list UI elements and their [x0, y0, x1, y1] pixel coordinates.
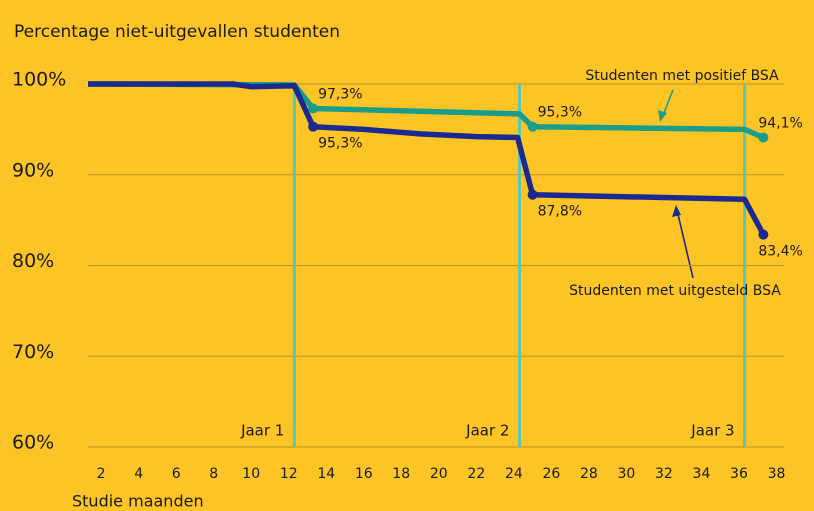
- chart-title: Percentage niet-uitgevallen studenten: [14, 22, 340, 42]
- point-marker: [527, 121, 538, 132]
- y-tick-label: 80%: [12, 250, 54, 272]
- x-tick-label: 36: [730, 466, 748, 482]
- point-marker: [758, 229, 769, 240]
- year-label: Jaar 2: [465, 422, 509, 440]
- x-tick-label: 4: [134, 466, 143, 482]
- x-tick-label: 22: [467, 466, 485, 482]
- x-tick-label: 6: [172, 466, 181, 482]
- x-tick-label: 32: [655, 466, 673, 482]
- data-label: 94,1%: [758, 116, 802, 132]
- x-tick-label: 8: [209, 466, 218, 482]
- x-tick-label: 12: [280, 466, 298, 482]
- data-label: 95,3%: [318, 136, 362, 152]
- y-tick-label: 100%: [12, 69, 66, 91]
- arrow: [676, 209, 694, 279]
- arrowhead: [658, 110, 667, 122]
- year-label: Jaar 3: [690, 422, 734, 440]
- legend-label: Studenten met positief BSA: [585, 68, 779, 84]
- point-marker: [758, 132, 769, 143]
- x-axis-title: Studie maanden: [72, 492, 204, 511]
- arrowhead: [672, 205, 681, 217]
- x-tick-label: 24: [505, 466, 523, 482]
- x-tick-label: 18: [392, 466, 410, 482]
- year-label: Jaar 1: [240, 422, 284, 440]
- x-tick-label: 26: [542, 466, 560, 482]
- x-tick-label: 2: [97, 466, 106, 482]
- point-marker: [308, 121, 319, 132]
- data-label: 95,3%: [538, 105, 582, 121]
- x-tick-label: 28: [580, 466, 598, 482]
- legend-arrows: [658, 89, 694, 279]
- y-tick-label: 70%: [12, 341, 54, 363]
- y-tick-label: 90%: [12, 159, 54, 181]
- x-tick-label: 38: [768, 466, 786, 482]
- x-tick-label: 34: [693, 466, 711, 482]
- legend-label: Studenten met uitgesteld BSA: [569, 283, 781, 299]
- data-label: 83,4%: [758, 244, 802, 260]
- data-label: 87,8%: [538, 204, 582, 220]
- data-label: 97,3%: [318, 87, 362, 103]
- x-tick-label: 14: [317, 466, 335, 482]
- series-line: [87, 81, 765, 141]
- x-tick-label: 10: [242, 466, 260, 482]
- series-line: [88, 81, 766, 236]
- point-marker: [308, 103, 319, 114]
- x-tick-label: 16: [355, 466, 373, 482]
- x-tick-label: 30: [618, 466, 636, 482]
- y-tick-label: 60%: [12, 432, 54, 454]
- x-tick-label: 20: [430, 466, 448, 482]
- point-marker: [527, 189, 538, 200]
